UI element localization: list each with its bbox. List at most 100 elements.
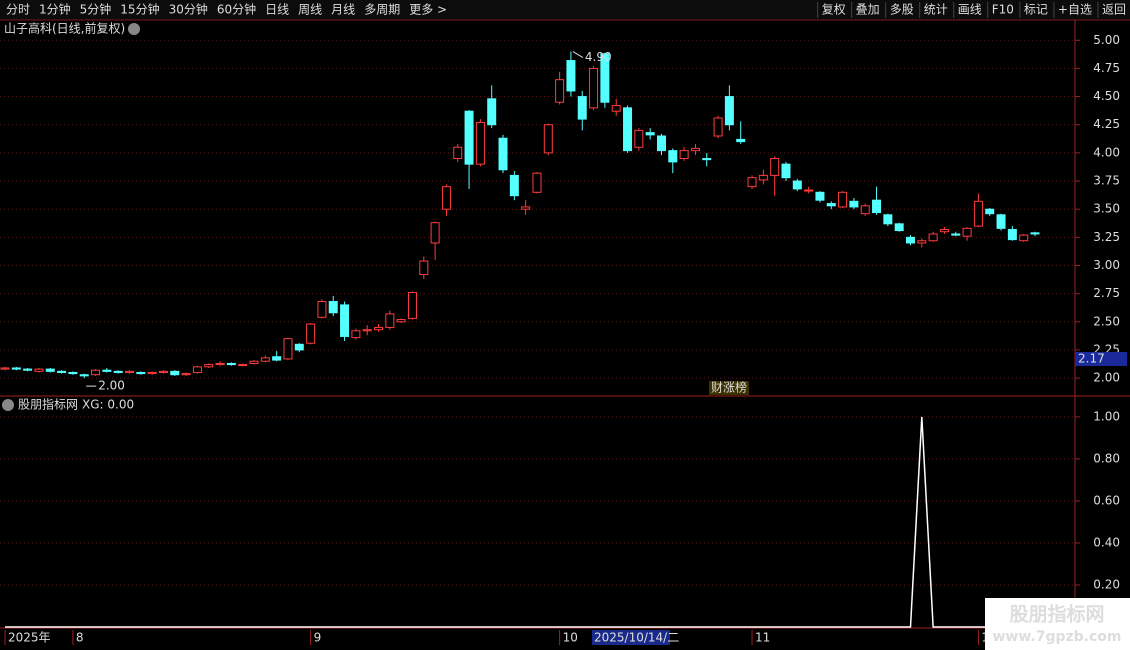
candle-body	[419, 260, 429, 276]
x-tick-label: 9	[314, 631, 322, 645]
y-tick-label: 4.50	[1093, 89, 1120, 103]
toolbar-button[interactable]: 月线	[331, 3, 355, 17]
candle-body	[204, 364, 214, 368]
candle-body	[555, 79, 565, 103]
candle-body	[260, 357, 270, 362]
candle-body	[102, 369, 112, 372]
candle-body	[340, 304, 350, 337]
candle-body	[815, 191, 825, 201]
candle-body	[215, 362, 225, 366]
candle-body	[113, 370, 123, 373]
dropdown-icon[interactable]	[128, 23, 140, 35]
toolbar-button[interactable]: 统计	[924, 3, 948, 17]
toolbar-button[interactable]: 画线	[958, 3, 982, 17]
candle-body	[577, 96, 587, 120]
toolbar-button[interactable]: 5分钟	[80, 2, 112, 17]
candle-body	[928, 233, 938, 242]
y-tick-label: 3.25	[1093, 230, 1120, 244]
toolbar-button[interactable]: 60分钟	[217, 2, 256, 17]
y-tick-label: 2.50	[1093, 314, 1120, 328]
candle-body	[430, 222, 440, 244]
candle-body	[68, 371, 78, 375]
candle-body	[883, 214, 893, 225]
candle-body	[985, 208, 995, 215]
candle-body	[238, 364, 248, 367]
y-tick-label: 0.20	[1093, 577, 1120, 591]
badge[interactable]: 财涨榜	[711, 380, 747, 395]
candle-body	[407, 292, 417, 319]
y-tick-label: 2.00	[1093, 371, 1120, 385]
toolbar-button[interactable]: 15分钟	[120, 2, 159, 17]
candle-body	[91, 369, 101, 376]
candle-body	[736, 138, 746, 143]
candle-body	[170, 370, 180, 376]
indicator-line	[5, 416, 1035, 628]
candle-body	[362, 329, 372, 332]
x-tick-label: 10	[563, 631, 578, 645]
candle-body	[702, 158, 712, 161]
candle-body	[532, 172, 542, 193]
candle-body	[713, 117, 723, 137]
candle-body	[34, 368, 44, 372]
high-label: 4.90	[585, 50, 612, 64]
y-tick-label: 0.80	[1093, 451, 1120, 465]
toolbar-button[interactable]: 分时	[6, 3, 30, 17]
candle-body	[498, 137, 508, 171]
candle-body	[645, 132, 655, 136]
candle-body	[147, 371, 157, 375]
high-arrow	[572, 51, 584, 58]
toolbar-button[interactable]: 返回	[1102, 3, 1126, 17]
candle-body	[973, 200, 983, 227]
candle-body	[453, 146, 463, 160]
cursor-date: 2025/10/14/二	[594, 631, 679, 645]
candle-body	[487, 98, 497, 126]
candle-body	[464, 110, 474, 165]
candle-body	[905, 236, 915, 244]
candle-body	[634, 129, 644, 148]
candle-body	[1019, 234, 1029, 242]
candle-body	[724, 96, 734, 126]
candle-body	[872, 199, 882, 214]
candle-body	[181, 373, 191, 376]
y-tick-label: 3.50	[1093, 202, 1120, 216]
toolbar-button[interactable]: 复权	[822, 3, 846, 17]
candle-body	[679, 150, 689, 160]
watermark-bg	[985, 598, 1130, 650]
toolbar-button[interactable]: 日线	[265, 3, 289, 17]
candle-body	[125, 370, 135, 373]
price-tag: 2.17	[1078, 351, 1105, 365]
candle-body	[826, 203, 836, 207]
y-tick-label: 2.75	[1093, 286, 1120, 300]
candle-body	[690, 147, 700, 152]
y-tick-label: 4.75	[1093, 61, 1120, 75]
candle-body	[623, 107, 633, 152]
candle-body	[509, 174, 519, 197]
toolbar-button[interactable]: 叠加	[856, 3, 880, 17]
candle-body	[770, 158, 780, 176]
toolbar-button[interactable]: 多股	[890, 3, 914, 17]
toolbar-button[interactable]: 更多 >	[409, 3, 447, 17]
y-tick-label: 4.00	[1093, 145, 1120, 159]
candle-body	[317, 301, 327, 318]
candle-body	[306, 323, 316, 344]
toolbar-button[interactable]: F10	[992, 3, 1014, 17]
candle-body	[226, 362, 236, 366]
toolbar-button[interactable]: 30分钟	[169, 2, 208, 17]
candle-body	[849, 200, 859, 208]
candle-body	[747, 177, 757, 188]
toolbar-button[interactable]: 周线	[298, 3, 322, 17]
toolbar-button[interactable]: 标记	[1024, 3, 1048, 17]
toolbar-button[interactable]: 1分钟	[39, 2, 71, 17]
candle-body	[283, 338, 293, 360]
candle-body	[589, 67, 599, 109]
candle-body	[441, 186, 451, 210]
candle-body	[939, 228, 949, 233]
candle-body	[668, 150, 678, 163]
toolbar-button[interactable]: 多周期	[364, 3, 400, 17]
candle-body	[351, 330, 361, 339]
candle-body	[192, 366, 202, 373]
candle-body	[158, 370, 168, 373]
toolbar-button[interactable]: +自选	[1058, 3, 1092, 17]
dropdown-icon[interactable]	[2, 399, 14, 411]
